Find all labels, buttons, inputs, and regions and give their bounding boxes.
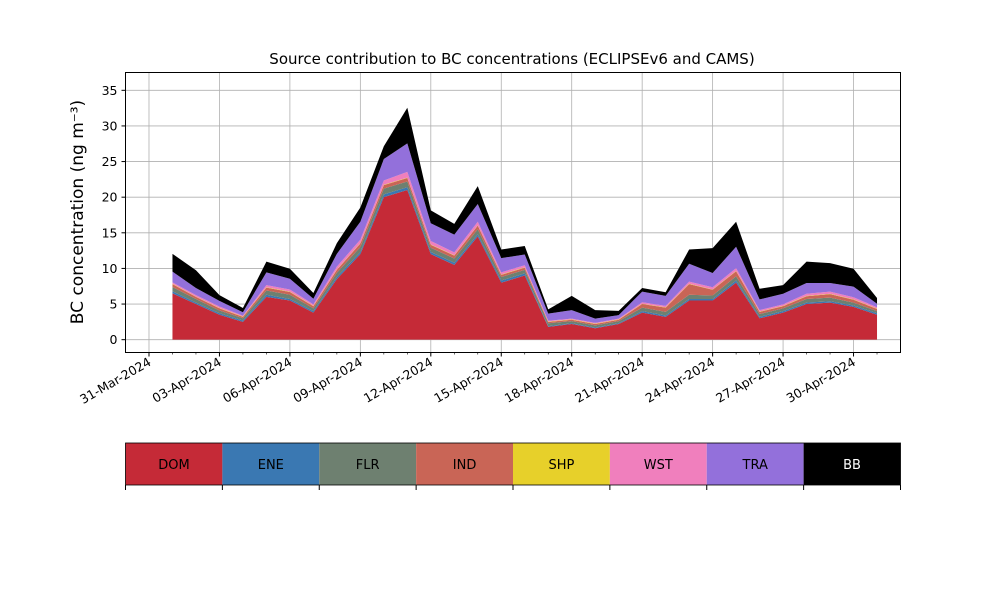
x-tick-label: 03-Apr-2024 [149, 354, 223, 406]
y-tick-label: 25 [102, 154, 118, 169]
stacked-area-series [172, 107, 878, 340]
x-tick-label: 12-Apr-2024 [361, 354, 435, 406]
y-tick-label: 30 [102, 118, 118, 133]
legend-label-wst: WST [644, 458, 673, 473]
x-tick-label: 27-Apr-2024 [713, 354, 787, 406]
legend-label-bb: BB [843, 458, 861, 473]
area-tra [172, 143, 878, 323]
legend-label-shp: SHP [549, 458, 575, 473]
x-tick-label: 24-Apr-2024 [643, 354, 717, 406]
y-tick-label: 5 [110, 297, 118, 312]
y-tick-label: 0 [110, 332, 118, 347]
y-tick-label: 10 [102, 261, 118, 276]
legend-swatch-bb [803, 443, 901, 485]
x-tick-label: 06-Apr-2024 [220, 354, 294, 406]
y-tick-label: 15 [102, 225, 118, 240]
y-tick-label: 35 [102, 83, 118, 98]
legend-swatch-tra [706, 443, 804, 485]
x-tick-label: 21-Apr-2024 [572, 354, 646, 406]
chart-title: Source contribution to BC concentrations… [269, 50, 754, 68]
legend-swatch-flr [319, 443, 417, 485]
area-dom [172, 190, 878, 340]
x-axis-ticks: 31-Mar-202403-Apr-202406-Apr-202409-Apr-… [77, 352, 878, 407]
y-tick-label: 20 [102, 190, 118, 205]
x-tick-label: 15-Apr-2024 [431, 354, 505, 406]
legend-label-dom: DOM [158, 458, 189, 473]
legend-label-ene: ENE [258, 458, 284, 473]
legend-swatch-ene [222, 443, 320, 485]
plot-frame [125, 72, 901, 353]
area-wst [172, 171, 878, 324]
y-axis-ticks: 0 5 10 15 20 25 30 35 [102, 83, 126, 347]
legend-swatch-dom [125, 443, 223, 485]
area-ind [172, 177, 878, 326]
x-tick-label: 30-Apr-2024 [784, 354, 858, 406]
legend-swatch-shp [513, 443, 610, 485]
legend-label-flr: FLR [356, 458, 380, 473]
legend-swatch-ind [416, 443, 513, 485]
legend-label-tra: TRA [742, 458, 768, 473]
legend-swatch-wst [609, 443, 707, 485]
x-tick-label: 09-Apr-2024 [290, 354, 364, 406]
x-tick-label: 31-Mar-2024 [77, 354, 153, 407]
area-bb [172, 107, 878, 319]
legend: DOM ENE FLR IND SHP WST TRA BB [125, 442, 901, 490]
y-axis-label: BC concentration (ng m⁻³) [68, 100, 88, 324]
x-tick-label: 18-Apr-2024 [502, 354, 576, 406]
legend-label-ind: IND [453, 458, 477, 473]
